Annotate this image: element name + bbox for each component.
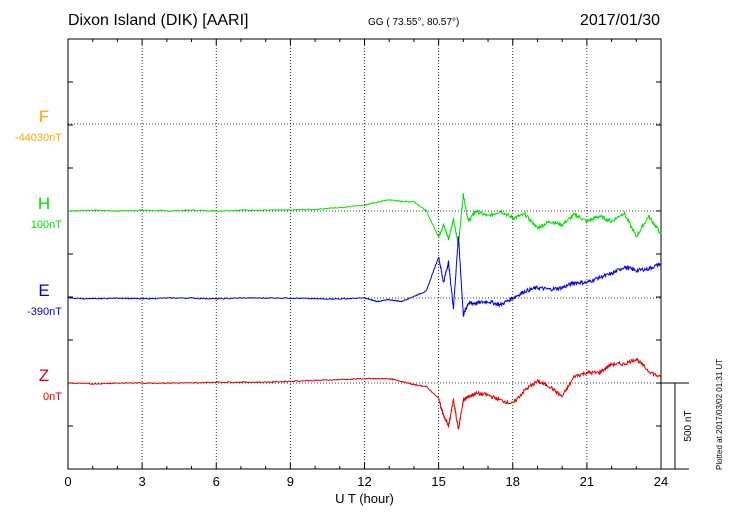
- side-ticks: [68, 81, 661, 427]
- x-tick-label: 6: [213, 474, 220, 489]
- x-axis-label: U T (hour): [335, 491, 394, 506]
- observation-date: 2017/01/30: [579, 12, 660, 29]
- series-name-F: F: [39, 107, 49, 126]
- series-name-H: H: [38, 194, 50, 213]
- x-axis: 0 3 6 9 12 15 18 21 24: [64, 39, 668, 489]
- x-tick-label: 24: [654, 474, 668, 489]
- scale-bar-label: 500 nT: [683, 410, 694, 441]
- plot-frame: [67, 38, 662, 470]
- x-tick-label: 12: [357, 474, 371, 489]
- x-tick-label: 3: [139, 474, 146, 489]
- station-title: Dixon Island (DIK) [AARI]: [68, 12, 249, 29]
- x-tick-label: 9: [287, 474, 294, 489]
- series-baseline-H: 100nT: [31, 219, 62, 231]
- series-name-Z: Z: [39, 366, 49, 385]
- x-tick-label: 15: [431, 474, 445, 489]
- x-tick-label: 21: [580, 474, 594, 489]
- x-tick-label: 18: [506, 474, 520, 489]
- trace-E: [67, 236, 662, 317]
- trace-Z: [67, 357, 662, 430]
- geo-coordinates: GG ( 73.55°, 80.57°): [368, 17, 460, 28]
- trace-H: [67, 193, 662, 246]
- series-baseline-F: -44030nT: [15, 132, 62, 144]
- series-baseline-Z: 0nT: [43, 391, 62, 403]
- traces: [67, 193, 662, 430]
- series-name-E: E: [38, 281, 49, 300]
- x-tick-label: 0: [64, 474, 71, 489]
- scale-bar: 500 nT: [661, 382, 694, 470]
- plot-grid: [68, 39, 661, 469]
- series-labels: F -44030nT H 100nT E -390nT Z 0nT: [15, 107, 62, 403]
- plotted-timestamp: Plotted at 2017/03/02 01:31 UT: [715, 358, 724, 470]
- series-baseline-E: -390nT: [27, 306, 62, 318]
